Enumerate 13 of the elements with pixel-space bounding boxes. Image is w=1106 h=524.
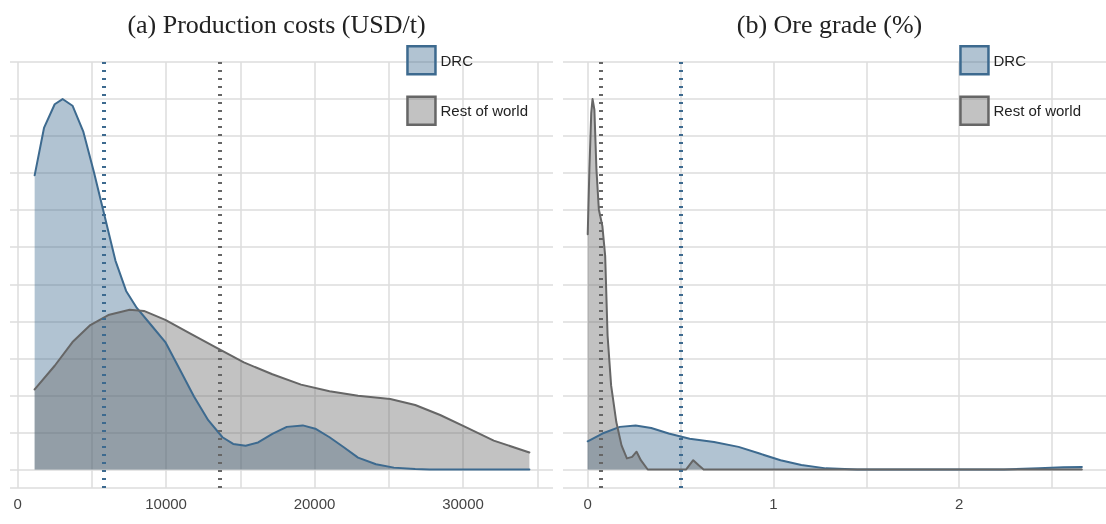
legend-label: DRC	[440, 51, 474, 69]
chart-title: (b) Ore grade (%)	[736, 9, 923, 39]
x-tick-label: 0	[13, 495, 22, 512]
x-tick-label: 1	[769, 495, 778, 512]
legend-label: DRC	[993, 51, 1027, 69]
legend-label: Rest of world	[440, 102, 529, 120]
x-tick-label: 2	[955, 495, 964, 512]
chart-title: (a) Production costs (USD/t)	[127, 9, 426, 39]
x-tick-label: 0	[583, 495, 592, 512]
legend-label: Rest of world	[993, 102, 1082, 120]
x-tick-label: 30000	[442, 495, 484, 512]
x-tick-label: 20000	[293, 495, 336, 512]
x-tick-label: 10000	[145, 495, 187, 512]
